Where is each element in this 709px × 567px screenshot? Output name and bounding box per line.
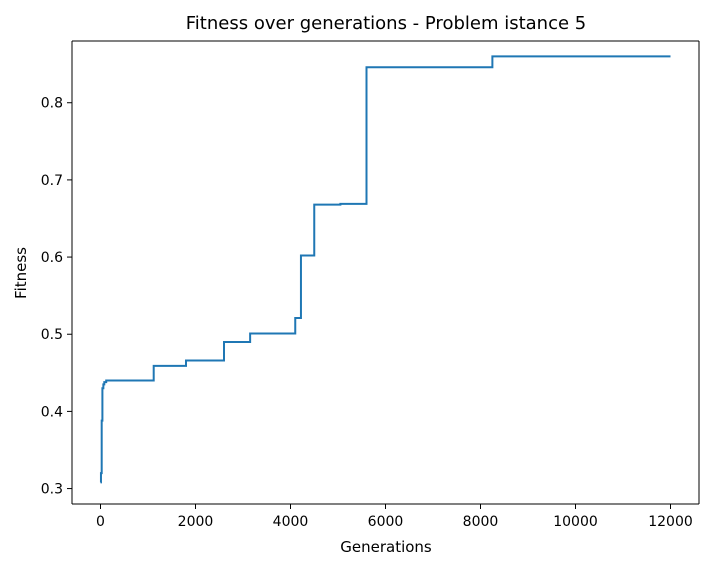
- plot-area: 0 2000 4000 6000 8000 10000 12000 0.3 0.4 0.5 0.6 0…: [41, 40, 700, 530]
- y-tick-label: 0.8: [41, 96, 63, 112]
- y-tick-label: 0.5: [41, 327, 63, 343]
- x-tick-label: 2000: [178, 514, 214, 530]
- x-tick-label: 12000: [648, 514, 693, 530]
- x-tick-label: 6000: [368, 514, 404, 530]
- y-axis-label: Fitness: [12, 247, 30, 299]
- y-tick-label: 0.4: [41, 404, 63, 420]
- x-tick-label: 10000: [553, 514, 598, 530]
- series-line-1: [99, 55, 671, 484]
- x-tick-label: 8000: [463, 514, 499, 530]
- x-axis-label: Generations: [340, 538, 432, 556]
- y-tick-label: 0.3: [41, 482, 63, 498]
- x-tick-label: 0: [96, 514, 105, 530]
- x-tick-label: 4000: [273, 514, 309, 530]
- y-tick-label: 0.7: [41, 173, 63, 189]
- chart-title: Fitness over generations - Problem istan…: [186, 13, 586, 34]
- y-tick-label: 0.6: [41, 250, 63, 266]
